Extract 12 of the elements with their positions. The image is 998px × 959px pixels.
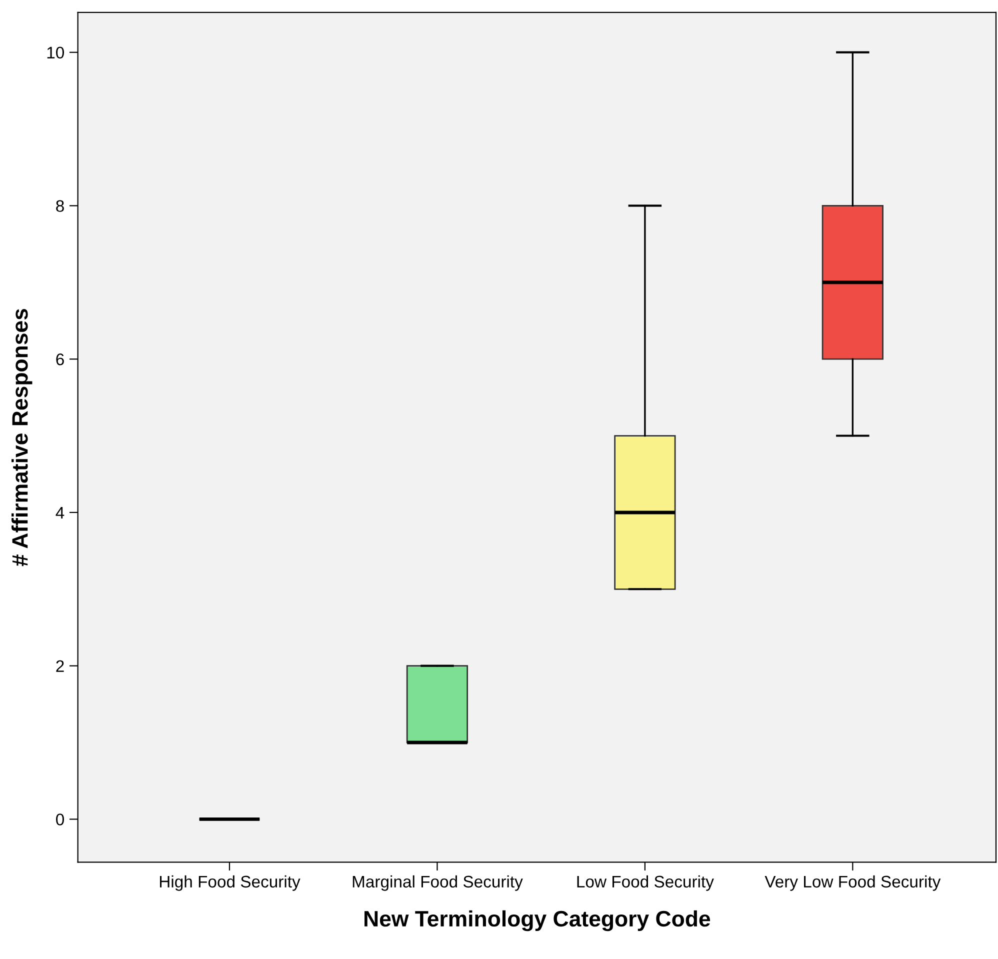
x-tick-label: Marginal Food Security	[352, 875, 523, 891]
y-tick-label: 2	[56, 660, 64, 672]
x-tick-label: Low Food Security	[577, 875, 714, 891]
x-tick-label: Very Low Food Security	[764, 875, 941, 891]
y-tick-label: 10	[47, 46, 64, 59]
x-tick-label: High Food Security	[160, 875, 300, 891]
y-tick-label: 8	[56, 200, 64, 212]
y-tick-label: 4	[56, 507, 64, 518]
y-tick-label: 0	[56, 814, 64, 826]
x-axis-title: New Terminology Category Code	[364, 910, 710, 932]
y-tick-label: 6	[56, 353, 64, 366]
y-axis-title: # Affirmative Responses	[12, 308, 32, 566]
